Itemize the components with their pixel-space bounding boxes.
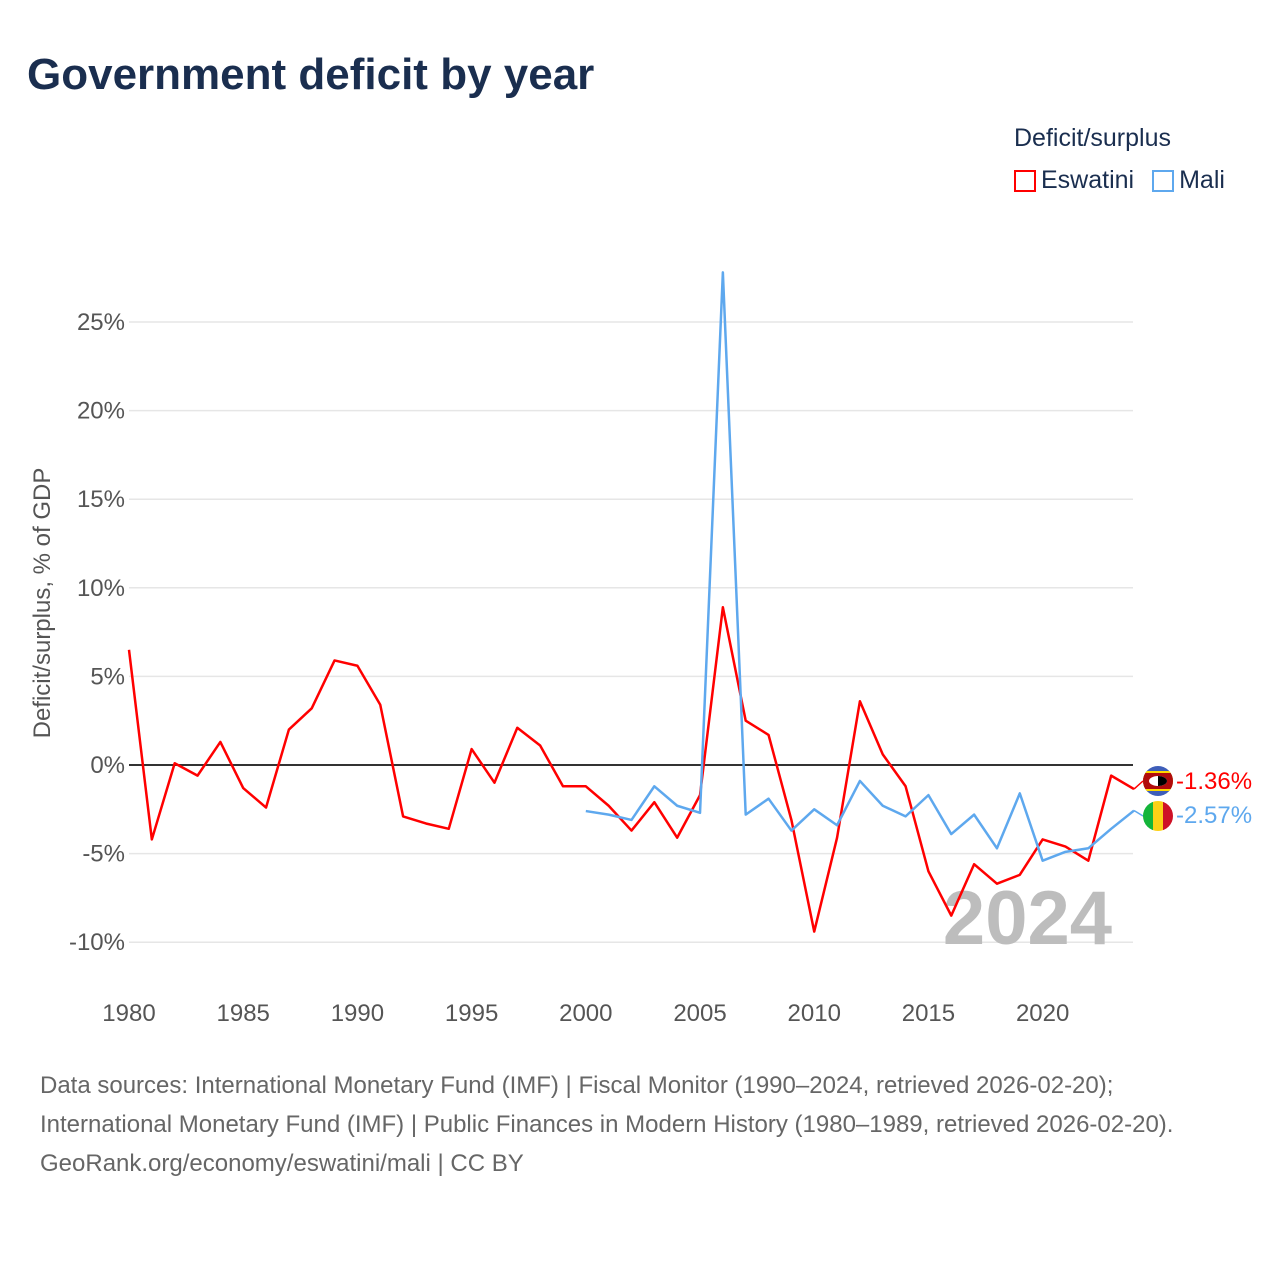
series-line-eswatini xyxy=(127,606,1135,933)
mali-end-label: -2.57% xyxy=(1176,802,1252,829)
legend-item-eswatini[interactable]: Eswatini xyxy=(1014,166,1134,195)
legend-title: Deficit/surplus xyxy=(1014,124,1171,152)
legend-label: Eswatini xyxy=(1041,166,1135,194)
x-tick-label: 2010 xyxy=(788,1000,841,1027)
x-tick-label: 1985 xyxy=(217,1000,270,1027)
end-connector xyxy=(1133,809,1144,817)
y-tick-label: 10% xyxy=(77,575,125,602)
x-tick-label: 2015 xyxy=(902,1000,955,1027)
data-sources: Data sources: International Monetary Fun… xyxy=(40,1066,1240,1183)
legend: Eswatini Mali xyxy=(1014,166,1225,195)
y-tick-label: 5% xyxy=(90,663,125,690)
y-tick-label: -10% xyxy=(69,929,125,956)
plot-area: -10% -5% 0% 5% 10% 15% 20% 25% 1980 1985 1990 1995 2… xyxy=(29,271,1252,1027)
watermark-year: 2024 xyxy=(943,876,1112,961)
y-tick-label: 15% xyxy=(77,486,125,513)
legend-swatch-mali xyxy=(1152,169,1175,192)
legend-label: Mali xyxy=(1179,166,1225,194)
y-axis-label: Deficit/surplus, % of GDP xyxy=(29,468,56,739)
y-tick-label: 0% xyxy=(90,752,125,779)
mali-flag-icon xyxy=(1143,801,1173,831)
eswatini-flag-icon xyxy=(1143,766,1173,796)
legend-item-mali[interactable]: Mali xyxy=(1152,166,1225,195)
y-tick-label: 20% xyxy=(77,398,125,425)
x-tick-label: 2005 xyxy=(673,1000,726,1027)
x-tick-label: 1980 xyxy=(102,1000,155,1027)
attribution-link[interactable]: GeoRank.org/economy/eswatini/mali | CC B… xyxy=(40,1150,524,1177)
y-tick-label: 25% xyxy=(77,309,125,336)
x-tick-label: 2000 xyxy=(559,1000,612,1027)
chart-title: Government deficit by year xyxy=(27,50,595,99)
y-tick-label: -5% xyxy=(82,841,125,868)
x-tick-label: 1990 xyxy=(331,1000,384,1027)
end-connector xyxy=(1133,780,1144,790)
x-tick-label: 1995 xyxy=(445,1000,498,1027)
eswatini-end-label: -1.36% xyxy=(1176,768,1252,795)
legend-swatch-eswatini xyxy=(1014,169,1036,192)
sources-text: Data sources: International Monetary Fun… xyxy=(40,1072,1174,1138)
x-tick-label: 2020 xyxy=(1016,1000,1069,1027)
series-line-mali xyxy=(585,271,1135,862)
